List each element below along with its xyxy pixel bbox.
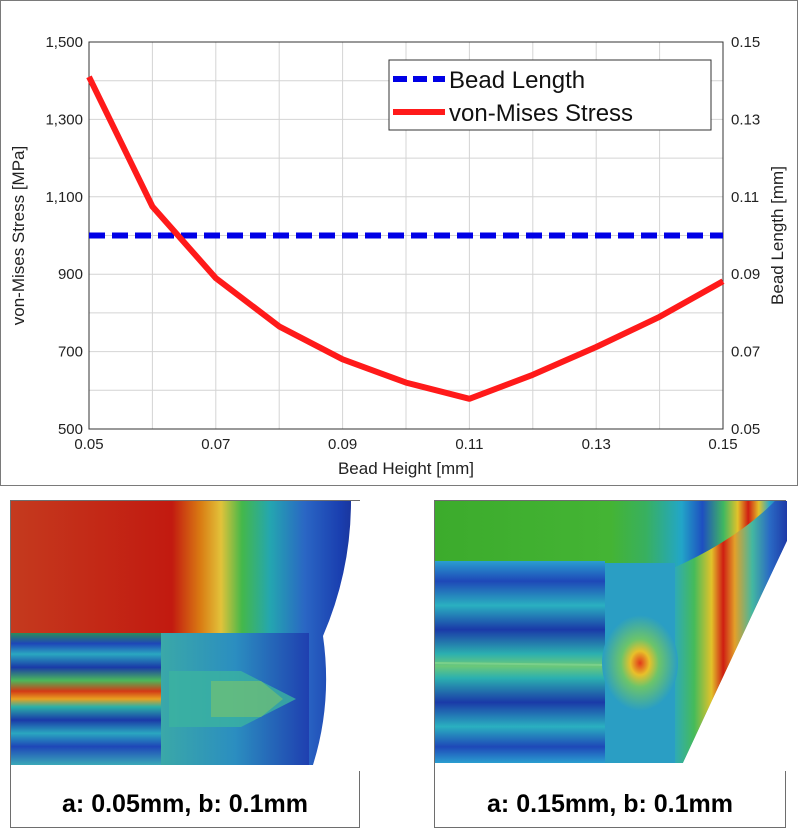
legend-label: Bead Length [449, 67, 585, 94]
y2-tick-label: 0.11 [731, 189, 759, 206]
y2-tick-label: 0.09 [731, 266, 760, 283]
panel-right-caption: a: 0.15mm, b: 0.1mm [487, 790, 733, 818]
x-tick-label: 0.07 [201, 436, 230, 453]
x-axis-title: Bead Height [mm] [338, 459, 474, 478]
von-mises-stress-line [86, 75, 725, 402]
y-tick-label: 700 [58, 344, 83, 361]
y2-tick-label: 0.07 [731, 344, 760, 361]
y-tick-label: 1,500 [45, 34, 83, 51]
fea-panel-right: a: 0.15mm, b: 0.1mm [434, 500, 787, 828]
fea-contour-right [435, 501, 787, 771]
chart-frame: 0.05 0.07 0.09 0.11 0.13 0.15 500 700 900 1,100 1,… [0, 0, 798, 486]
panel-left-caption: a: 0.05mm, b: 0.1mm [62, 790, 308, 818]
y-tick-label: 500 [58, 421, 83, 438]
fea-contour-left [11, 501, 361, 771]
y2-tick-label: 0.15 [731, 34, 760, 51]
y2-tick-label: 0.13 [731, 111, 760, 128]
x-tick-label: 0.09 [328, 436, 357, 453]
x-tick-label: 0.13 [582, 436, 611, 453]
stress-chart: 0.05 0.07 0.09 0.11 0.13 0.15 500 700 900 1,100 1,… [9, 34, 787, 478]
y-tick-label: 900 [58, 266, 83, 283]
legend-label: von-Mises Stress [449, 100, 633, 127]
legend-box [388, 59, 712, 131]
x-tick-label: 0.11 [455, 436, 483, 453]
y-axis-title: von-Mises Stress [MPa] [9, 146, 28, 326]
y2-tick-label: 0.05 [731, 421, 760, 438]
x-tick-label: 0.15 [708, 436, 737, 453]
y2-axis-title: Bead Length [mm] [768, 166, 787, 305]
y-tick-label: 1,100 [45, 189, 83, 206]
y-tick-label: 1,300 [45, 111, 83, 128]
fea-panel-left: a: 0.05mm, b: 0.1mm [10, 500, 361, 828]
x-tick-label: 0.05 [74, 436, 103, 453]
